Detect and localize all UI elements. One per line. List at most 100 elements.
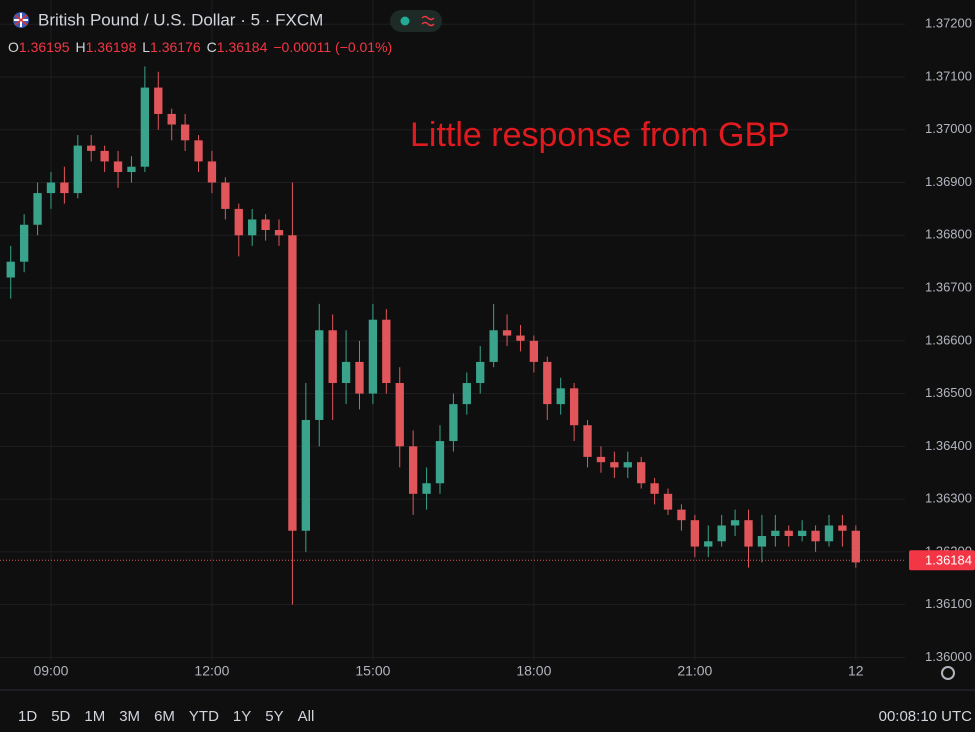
candle-body bbox=[274, 230, 284, 236]
candle-body bbox=[248, 219, 257, 236]
y-tick-label: 1.36600 bbox=[925, 332, 972, 347]
candle-body bbox=[529, 340, 539, 362]
range-button[interactable]: 1Y bbox=[233, 708, 251, 725]
candle-body bbox=[690, 520, 700, 547]
candle-body bbox=[489, 330, 498, 362]
candle-body bbox=[502, 330, 512, 336]
candle-body bbox=[355, 361, 364, 394]
clock: 00:08:10 UTC bbox=[879, 708, 973, 725]
candle-body bbox=[583, 425, 592, 457]
last-price-badge bbox=[909, 550, 975, 571]
candle-body bbox=[194, 140, 203, 162]
annotation: Little response from GBP bbox=[410, 116, 790, 154]
range-button[interactable]: 3M bbox=[119, 708, 140, 725]
range-button[interactable]: 6M bbox=[154, 708, 175, 725]
candle-body bbox=[476, 361, 485, 384]
market-open-dot bbox=[400, 16, 410, 26]
range-button[interactable]: 5Y bbox=[265, 708, 283, 725]
candle-body bbox=[422, 483, 431, 494]
candle-body bbox=[140, 87, 150, 167]
last-price-label: 1.36184 bbox=[925, 553, 972, 568]
candle-body bbox=[704, 541, 713, 547]
candle-body bbox=[757, 536, 767, 547]
candle-body bbox=[100, 150, 109, 162]
ohlc-value: 1.36195 bbox=[19, 39, 70, 55]
y-tick-label: 1.37100 bbox=[925, 68, 972, 83]
candle-body bbox=[730, 520, 740, 526]
x-tick-label: 12:00 bbox=[194, 663, 229, 679]
candle-body bbox=[543, 361, 552, 405]
ohlc-key: C bbox=[207, 39, 217, 55]
candle-body bbox=[556, 388, 565, 405]
y-tick-label: 1.36300 bbox=[925, 491, 972, 506]
candle-body bbox=[395, 383, 404, 447]
status-pill[interactable] bbox=[390, 10, 442, 32]
candle-body bbox=[663, 493, 673, 510]
candle-body bbox=[328, 330, 337, 384]
candle-body bbox=[33, 193, 42, 225]
candle-body bbox=[288, 235, 297, 531]
range-button[interactable]: All bbox=[298, 708, 315, 725]
candle-body bbox=[73, 145, 82, 194]
candle-body bbox=[516, 335, 525, 341]
candle-body bbox=[154, 87, 163, 114]
candle-body bbox=[717, 525, 726, 542]
candle-body bbox=[368, 319, 378, 394]
candle-body bbox=[838, 525, 847, 531]
candle-body bbox=[824, 525, 834, 542]
candle-body bbox=[19, 224, 29, 262]
ohlc-value: 1.36184 bbox=[217, 39, 268, 55]
candle-body bbox=[234, 208, 243, 236]
candle-body bbox=[677, 509, 686, 521]
candle-body bbox=[462, 383, 471, 405]
candle-body bbox=[449, 404, 458, 442]
y-tick-label: 1.36400 bbox=[925, 438, 972, 453]
settings-icon[interactable] bbox=[941, 666, 955, 680]
x-tick-label: 09:00 bbox=[33, 663, 68, 679]
y-tick-label: 1.37000 bbox=[925, 121, 972, 136]
candle-body bbox=[811, 530, 820, 542]
candle-body bbox=[771, 530, 780, 537]
candle-body bbox=[113, 161, 123, 172]
candle-body bbox=[60, 182, 69, 194]
y-tick-label: 1.36500 bbox=[925, 385, 972, 400]
candle-body bbox=[341, 361, 351, 384]
candle-body bbox=[596, 456, 606, 463]
candle-body bbox=[315, 330, 324, 420]
candle-body bbox=[569, 388, 579, 426]
y-tick-label: 1.36000 bbox=[925, 649, 972, 664]
candle-body bbox=[167, 113, 176, 125]
ohlc-value: 1.36198 bbox=[86, 39, 137, 55]
candles bbox=[6, 66, 860, 605]
range-button[interactable]: YTD bbox=[189, 708, 219, 725]
candle-body bbox=[87, 145, 96, 151]
candle-body bbox=[261, 219, 270, 231]
ohlc-legend: O1.36195 H1.36198 L1.36176 C1.36184 −0.00011… bbox=[8, 39, 392, 55]
y-tick-label: 1.36800 bbox=[925, 227, 972, 242]
y-tick-label: 1.37200 bbox=[925, 16, 972, 31]
ohlc-key: L bbox=[142, 39, 150, 55]
flag-diag bbox=[14, 14, 28, 26]
data-delay-icon bbox=[421, 15, 435, 27]
y-tick-label: 1.36900 bbox=[925, 174, 972, 189]
x-tick-label: 12 bbox=[848, 663, 864, 679]
candle-body bbox=[46, 182, 56, 194]
candle-body bbox=[6, 261, 15, 278]
x-tick-label: 18:00 bbox=[516, 663, 551, 679]
range-button[interactable]: 1D bbox=[18, 708, 37, 725]
candle-body bbox=[221, 182, 230, 209]
candle-body bbox=[382, 319, 391, 384]
candle-body bbox=[623, 462, 632, 468]
ohlc-key: H bbox=[76, 39, 86, 55]
candle-body bbox=[798, 530, 807, 537]
candle-body bbox=[610, 462, 619, 468]
symbol-title: British Pound / U.S. Dollar · 5 · FXCM bbox=[38, 10, 323, 29]
candle-body bbox=[207, 161, 217, 183]
candle-body bbox=[851, 530, 860, 563]
range-button[interactable]: 1M bbox=[84, 708, 105, 725]
ohlc-change: −0.00011 (−0.01%) bbox=[273, 39, 392, 55]
ohlc-key: O bbox=[8, 39, 19, 55]
range-button[interactable]: 5D bbox=[51, 708, 70, 725]
